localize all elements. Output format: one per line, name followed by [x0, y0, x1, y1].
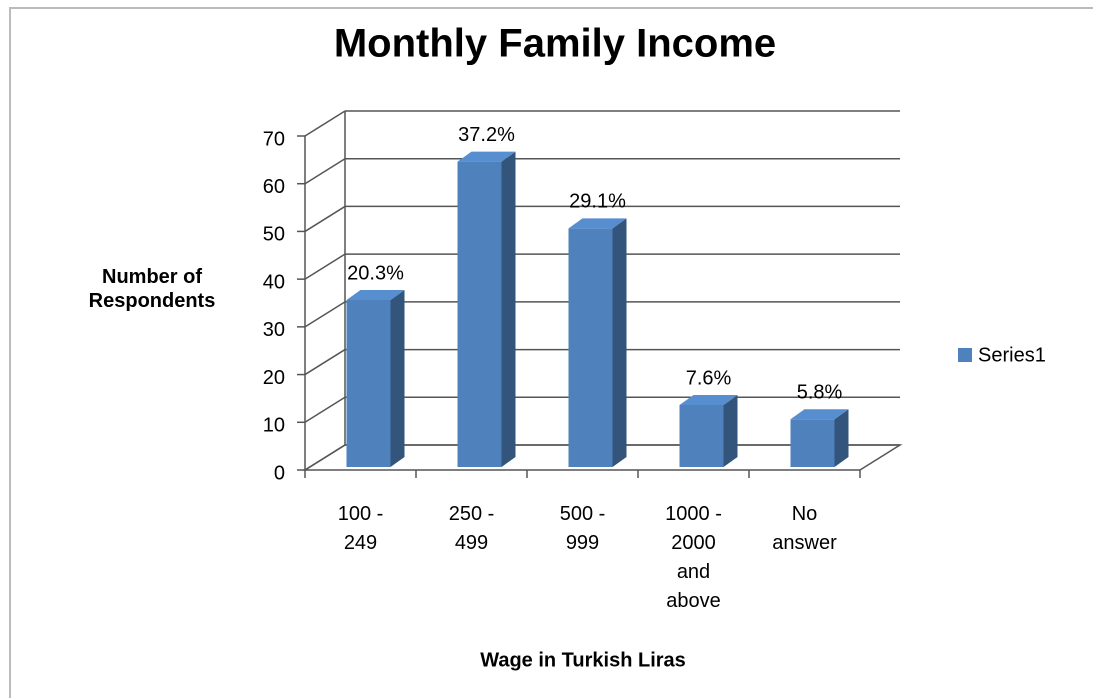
y-tick-label: 10: [263, 415, 285, 437]
bar-top: [457, 151, 516, 162]
chart-title: Monthly Family Income: [334, 22, 776, 66]
bar-top: [346, 290, 405, 300]
bar-front: [457, 161, 502, 467]
bar: [568, 218, 627, 467]
grid-line: [304, 396, 346, 423]
bar-front: [568, 228, 613, 467]
bar-top: [568, 218, 627, 229]
bar-front: [790, 419, 835, 467]
bar-top: [679, 394, 738, 405]
grid-line: [304, 205, 346, 233]
bar-side: [501, 151, 516, 467]
y-tick-label: 50: [263, 224, 285, 246]
y-axis-label: Number of Respondents: [89, 266, 216, 312]
data-label: 7.6%: [686, 367, 732, 389]
grid-line: [304, 110, 346, 137]
bar-front: [346, 300, 391, 467]
x-axis-label: Wage in Turkish Liras: [480, 649, 686, 671]
bar-front: [679, 404, 724, 467]
bar-side: [723, 394, 738, 467]
y-tick-label: 60: [263, 176, 285, 198]
bar-side: [390, 290, 405, 467]
y-tick-label: 20: [263, 367, 285, 389]
x-tick-label: 100 - 249: [337, 503, 384, 554]
x-tick-label: 250 - 499: [448, 503, 495, 554]
y-tick-label: 70: [263, 128, 285, 150]
bar: [457, 151, 516, 467]
y-tick-label: 0: [274, 462, 285, 484]
data-label: 5.8%: [797, 382, 843, 404]
x-tick-label: No answer: [772, 503, 837, 554]
x-tick-label: 500 - 999: [559, 503, 606, 554]
chart-frame: [9, 7, 1093, 698]
legend-swatch: [958, 348, 972, 362]
bar-top: [790, 409, 849, 420]
x-tick-label: 1000 - 2000 and above: [665, 503, 722, 612]
grid-line: [304, 253, 346, 280]
y-tick-label: 40: [263, 271, 285, 293]
bar: [346, 290, 405, 467]
data-label: 29.1%: [569, 191, 626, 213]
grid-line: [304, 301, 346, 328]
bar-side: [612, 218, 627, 467]
legend-label: Series1: [978, 344, 1046, 366]
bar: [679, 394, 738, 467]
data-label: 37.2%: [458, 124, 515, 146]
grid-line: [304, 158, 346, 185]
bar-side: [834, 409, 849, 467]
grid-line: [304, 348, 346, 376]
y-tick-label: 30: [263, 319, 285, 341]
bar: [790, 409, 849, 467]
data-label: 20.3%: [347, 262, 404, 284]
grid-line: [304, 444, 346, 471]
